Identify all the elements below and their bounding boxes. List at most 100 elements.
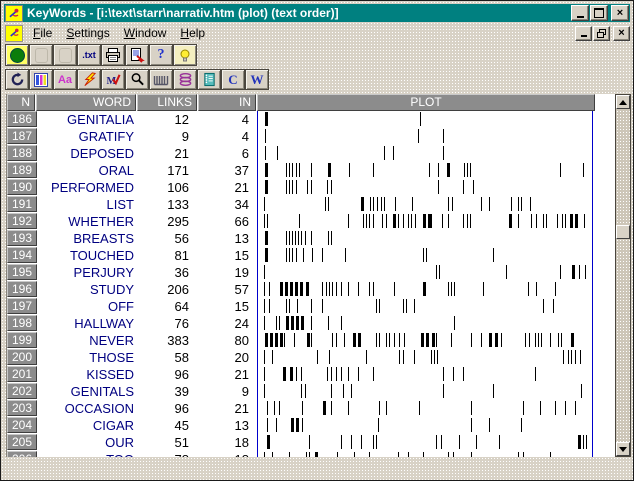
wordsmith-button[interactable]: W [245, 69, 269, 90]
app-icon[interactable] [5, 4, 23, 22]
row-number-cell[interactable]: 204 [7, 417, 37, 433]
plot-mark [389, 333, 391, 347]
menu-item-file[interactable]: File [33, 26, 53, 40]
in-cell: 21 [198, 179, 256, 196]
table-row[interactable]: 206TOO7818 [7, 451, 615, 457]
plot-mark [350, 384, 352, 398]
blank-button-1[interactable] [29, 44, 53, 66]
table-row[interactable]: 193 BREASTS 56 13 [7, 230, 615, 247]
row-number-cell[interactable]: 192 [7, 213, 37, 229]
column-header-plot[interactable]: PLOT [257, 94, 595, 111]
ruler-button[interactable] [149, 69, 173, 90]
row-number-cell[interactable]: 187 [7, 128, 37, 144]
column-header-word[interactable]: WORD [36, 94, 136, 111]
scroll-up-button[interactable] [616, 95, 630, 109]
row-number-cell[interactable]: 206 [7, 451, 37, 457]
start-button[interactable] [5, 44, 29, 66]
column-header-links[interactable]: LINKS [137, 94, 197, 111]
column-header-n[interactable]: N [7, 94, 35, 111]
mdi-minimize-button[interactable] [575, 25, 592, 41]
mdi-close-button[interactable]: × [613, 25, 630, 41]
close-button[interactable]: × [611, 5, 629, 21]
plot-mark [394, 333, 396, 347]
spell-check-button[interactable]: M [101, 69, 125, 90]
table-row[interactable]: 203 OCCASION 96 21 [7, 400, 615, 417]
row-number-cell[interactable]: 203 [7, 400, 37, 416]
scroll-thumb[interactable] [616, 224, 630, 239]
plot-mark [385, 333, 387, 347]
plot-mark [534, 367, 536, 381]
menu-item-help[interactable]: Help [180, 26, 206, 40]
in-cell: 80 [198, 332, 256, 349]
row-number-cell[interactable]: 189 [7, 162, 37, 178]
help-button[interactable]: ? [149, 44, 173, 66]
menu-item-window[interactable]: Window [123, 26, 167, 40]
plot-mark [264, 452, 265, 457]
plot-mark [549, 452, 551, 457]
plot-mark [481, 333, 483, 347]
minimize-button[interactable] [571, 5, 589, 21]
blank-button-2[interactable] [53, 44, 77, 66]
table-row[interactable]: 204 CIGAR 45 13 [7, 417, 615, 434]
plot-mark [295, 248, 297, 262]
plot-mark [380, 197, 382, 211]
table-row[interactable]: 189 ORAL 171 37 [7, 162, 615, 179]
table-row[interactable]: 191 LIST 133 34 [7, 196, 615, 213]
font-button[interactable]: Aa [53, 69, 77, 90]
links-cell: 96 [138, 366, 198, 383]
row-number-cell[interactable]: 190 [7, 179, 37, 195]
table-row[interactable]: 187 GRATIFY 9 4 [7, 128, 615, 145]
vertical-scrollbar[interactable] [615, 94, 631, 457]
print-button[interactable] [101, 44, 125, 66]
document-icon[interactable] [5, 24, 23, 42]
row-number-cell[interactable]: 199 [7, 332, 37, 348]
scroll-down-button[interactable] [616, 442, 630, 456]
menu-item-settings[interactable]: Settings [66, 26, 110, 40]
table-row[interactable]: 197 OFF 64 15 [7, 298, 615, 315]
word-cell: GENITALIA [38, 111, 138, 128]
table-row[interactable]: 199 NEVER 383 80 [7, 332, 615, 349]
plot-mark [264, 180, 268, 194]
row-number-cell[interactable]: 201 [7, 366, 37, 382]
columns-button[interactable] [29, 69, 53, 90]
row-number-cell[interactable]: 200 [7, 349, 37, 365]
row-number-cell[interactable]: 191 [7, 196, 37, 212]
mdi-restore-button[interactable] [593, 25, 610, 41]
row-number-cell[interactable]: 205 [7, 434, 37, 450]
table-row[interactable]: 188 DEPOSED 21 6 [7, 145, 615, 162]
row-number-cell[interactable]: 188 [7, 145, 37, 161]
table-row[interactable]: 198 HALLWAY 76 24 [7, 315, 615, 332]
row-number-cell[interactable]: 202 [7, 383, 37, 399]
refresh-button[interactable] [5, 69, 29, 90]
row-number-cell[interactable]: 196 [7, 281, 37, 297]
plot-cell [256, 332, 615, 349]
plot-mark [269, 333, 273, 347]
table-row[interactable]: 196 STUDY 206 57 [7, 281, 615, 298]
table-row[interactable]: 202 GENITALS 39 9 [7, 383, 615, 400]
tips-button[interactable] [173, 44, 197, 66]
table-row[interactable]: 200 THOSE 58 20 [7, 349, 615, 366]
export-report-button[interactable] [125, 44, 149, 66]
zoom-button[interactable] [125, 69, 149, 90]
txt-button[interactable]: .txt [77, 44, 101, 66]
maximize-button[interactable] [590, 5, 608, 21]
table-row[interactable]: 190 PERFORMED 106 21 [7, 179, 615, 196]
row-number-cell[interactable]: 198 [7, 315, 37, 331]
table-row[interactable]: 186 GENITALIA 12 4 [7, 111, 615, 128]
database-button[interactable] [173, 69, 197, 90]
row-number-cell[interactable]: 197 [7, 298, 37, 314]
table-row[interactable]: 195 PERJURY 36 19 [7, 264, 615, 281]
plot-mark [542, 214, 544, 228]
table-row[interactable]: 205 OUR 51 18 [7, 434, 615, 451]
table-row[interactable]: 192 WHETHER 295 66 [7, 213, 615, 230]
table-row[interactable]: 194 TOUCHED 81 15 [7, 247, 615, 264]
row-number-cell[interactable]: 193 [7, 230, 37, 246]
table-row[interactable]: 201 KISSED 96 21 [7, 366, 615, 383]
row-number-cell[interactable]: 195 [7, 264, 37, 280]
lightning-button[interactable] [77, 69, 101, 90]
row-number-cell[interactable]: 194 [7, 247, 37, 263]
row-number-cell[interactable]: 186 [7, 111, 37, 127]
column-header-in[interactable]: IN [198, 94, 256, 111]
concordance-button[interactable]: C [221, 69, 245, 90]
notes-button[interactable] [197, 69, 221, 90]
